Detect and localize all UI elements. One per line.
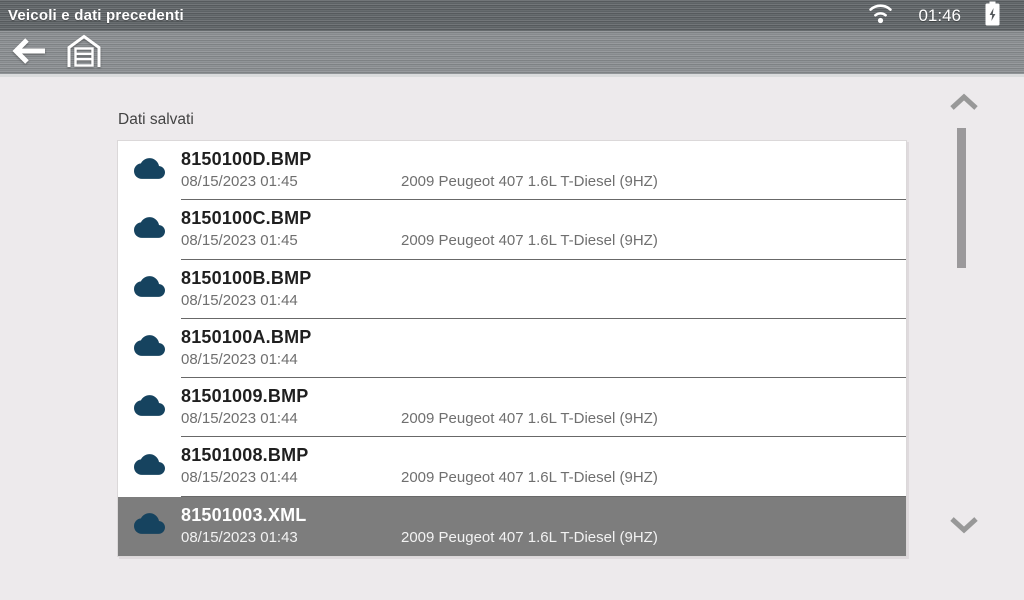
file-date: 08/15/2023 01:44: [181, 469, 298, 487]
file-row[interactable]: 8150100A.BMP 08/15/2023 01:44: [118, 318, 906, 379]
home-garage-icon: [66, 34, 102, 71]
page-title: Veicoli e dati precedenti: [8, 7, 184, 24]
file-row[interactable]: 81501003.XML 08/15/2023 01:43 2009 Peuge…: [118, 496, 906, 556]
file-row[interactable]: 81501008.BMP 08/15/2023 01:44 2009 Peuge…: [118, 437, 906, 497]
file-vehicle: 2009 Peugeot 407 1.6L T-Diesel (9HZ): [401, 173, 658, 190]
cloud-icon: [134, 276, 165, 302]
chevron-up-icon: [949, 93, 979, 115]
content: Dati salvati 8150100D.BMP 08/15/2023 01:…: [0, 80, 1024, 600]
file-info: 81501009.BMP 08/15/2023 01:44 2009 Peuge…: [181, 378, 906, 437]
file-row[interactable]: 81501009.BMP 08/15/2023 01:44 2009 Peuge…: [118, 378, 906, 438]
battery-charging-icon: [985, 1, 1000, 31]
file-vehicle: 2009 Peugeot 407 1.6L T-Diesel (9HZ): [401, 232, 658, 250]
icon-cell: [118, 497, 181, 556]
file-date: 08/15/2023 01:45: [181, 173, 298, 190]
file-name: 81501009.BMP: [181, 386, 309, 407]
clock: 01:46: [918, 5, 961, 25]
file-row[interactable]: 8150100D.BMP 08/15/2023 01:45 2009 Peuge…: [118, 141, 906, 201]
home-button[interactable]: [66, 34, 102, 71]
icon-cell: [118, 141, 181, 200]
file-name: 8150100C.BMP: [181, 208, 312, 229]
file-date: 08/15/2023 01:44: [181, 350, 298, 368]
section-label: Dati salvati: [118, 111, 194, 128]
file-info: 81501008.BMP 08/15/2023 01:44 2009 Peuge…: [181, 437, 906, 496]
scroll-down-button[interactable]: [949, 515, 979, 535]
wifi-icon: [867, 3, 894, 29]
file-date: 08/15/2023 01:44: [181, 410, 298, 428]
status-bar: Veicoli e dati precedenti 01:46: [0, 0, 1024, 31]
toolbar: [0, 31, 1024, 77]
file-date: 08/15/2023 01:44: [181, 291, 298, 309]
file-meta: 08/15/2023 01:43 2009 Peugeot 407 1.6L T…: [181, 527, 906, 549]
icon-cell: [118, 378, 181, 437]
file-row[interactable]: 8150100C.BMP 08/15/2023 01:45 2009 Peuge…: [118, 200, 906, 260]
file-meta: 08/15/2023 01:45 2009 Peugeot 407 1.6L T…: [181, 230, 906, 252]
back-arrow-icon: [10, 36, 48, 69]
file-name: 8150100A.BMP: [181, 326, 312, 347]
cloud-icon: [134, 335, 165, 361]
cloud-icon: [134, 513, 165, 539]
icon-cell: [118, 260, 181, 319]
file-info: 8150100B.BMP 08/15/2023 01:44: [181, 260, 906, 319]
file-name: 8150100D.BMP: [181, 149, 312, 169]
chevron-down-icon: [949, 517, 979, 538]
file-row[interactable]: 8150100B.BMP 08/15/2023 01:44: [118, 259, 906, 320]
file-vehicle: 2009 Peugeot 407 1.6L T-Diesel (9HZ): [401, 410, 658, 428]
file-date: 08/15/2023 01:43: [181, 528, 298, 546]
icon-cell: [118, 200, 181, 259]
file-info: 81501003.XML 08/15/2023 01:43 2009 Peuge…: [181, 497, 906, 556]
file-name: 81501008.BMP: [181, 445, 309, 466]
file-meta: 08/15/2023 01:44: [181, 349, 906, 371]
file-list: 8150100D.BMP 08/15/2023 01:45 2009 Peuge…: [117, 140, 907, 557]
file-meta: 08/15/2023 01:45 2009 Peugeot 407 1.6L T…: [181, 171, 906, 193]
file-info: 8150100C.BMP 08/15/2023 01:45 2009 Peuge…: [181, 200, 906, 259]
cloud-icon: [134, 217, 165, 243]
file-meta: 08/15/2023 01:44 2009 Peugeot 407 1.6L T…: [181, 408, 906, 430]
cloud-icon: [134, 454, 165, 480]
file-vehicle: 2009 Peugeot 407 1.6L T-Diesel (9HZ): [401, 469, 658, 487]
file-name: 8150100B.BMP: [181, 267, 312, 288]
file-date: 08/15/2023 01:45: [181, 232, 298, 250]
cloud-icon: [134, 394, 165, 421]
file-name: 81501003.XML: [181, 504, 307, 525]
scrollbar-thumb[interactable]: [957, 128, 966, 268]
back-button[interactable]: [10, 36, 48, 69]
icon-cell: [118, 319, 181, 378]
file-meta: 08/15/2023 01:44 2009 Peugeot 407 1.6L T…: [181, 467, 906, 489]
file-info: 8150100A.BMP 08/15/2023 01:44: [181, 319, 906, 378]
scroll-up-button[interactable]: [949, 92, 979, 112]
status-right: 01:46: [867, 0, 1000, 31]
icon-cell: [118, 437, 181, 496]
file-vehicle: 2009 Peugeot 407 1.6L T-Diesel (9HZ): [401, 528, 658, 546]
file-meta: 08/15/2023 01:44: [181, 290, 906, 312]
file-info: 8150100D.BMP 08/15/2023 01:45 2009 Peuge…: [181, 141, 906, 200]
cloud-icon: [134, 157, 165, 184]
